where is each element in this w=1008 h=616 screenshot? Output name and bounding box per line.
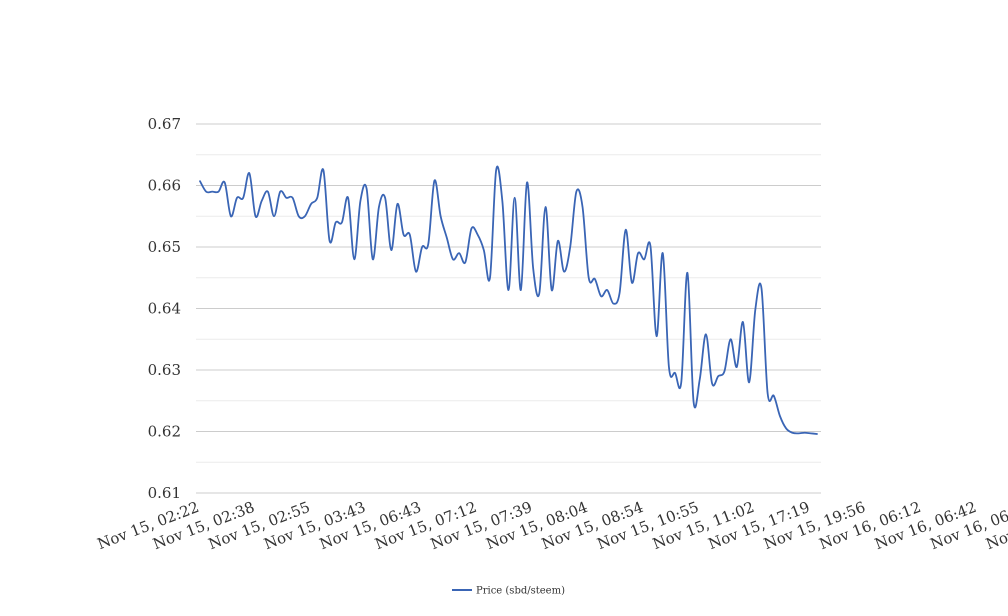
y-tick-label: 0.63 [148,361,181,379]
y-axis-tick-labels: 0.61 0.62 0.63 0.64 0.65 0.66 0.67 [148,115,181,502]
y-tick-label: 0.65 [148,238,181,256]
y-tick-label: 0.61 [148,484,181,502]
legend-label-price: Price (sbd/steem) [476,586,565,597]
major-gridlines [196,123,821,494]
minor-gridlines [196,154,821,463]
y-tick-label: 0.62 [148,423,181,441]
y-tick-label: 0.64 [148,300,181,318]
price-series-line [199,165,818,435]
legend: Price (sbd/steem) [452,586,565,597]
y-tick-label: 0.67 [148,115,181,133]
y-tick-label: 0.66 [148,177,181,195]
